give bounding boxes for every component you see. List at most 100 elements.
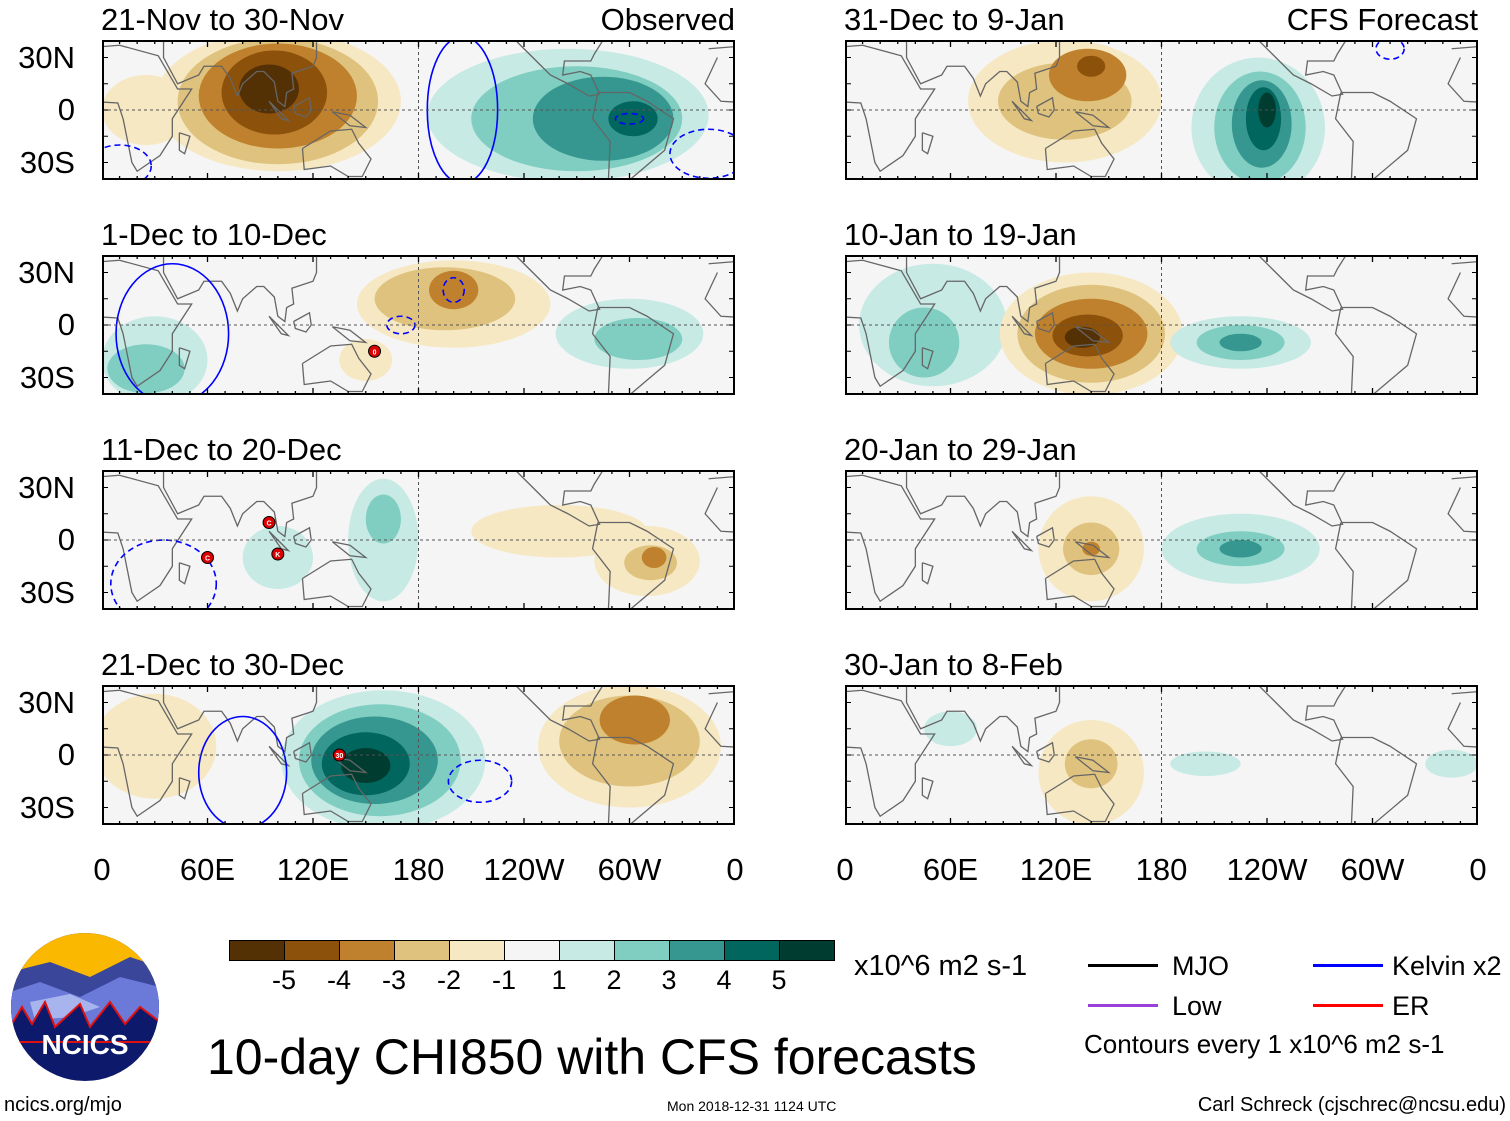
coastline <box>178 347 191 370</box>
coastline <box>1044 773 1115 823</box>
coastline <box>905 685 1061 753</box>
figure-title: 10-day CHI850 with CFS forecasts <box>207 1029 977 1085</box>
kelvin-contour <box>102 144 153 180</box>
map-panel: C K C <box>102 470 735 610</box>
lon-tick-label: 180 <box>1135 852 1188 887</box>
coastline <box>1036 311 1055 333</box>
legend-er-line <box>1313 1004 1383 1007</box>
anomaly-contour-fill <box>1170 751 1241 776</box>
lon-tick-label: 0 <box>1469 852 1487 887</box>
coastline <box>514 255 604 312</box>
coastline <box>514 685 604 742</box>
coastline <box>905 255 1061 323</box>
legend-mjo-line <box>1088 964 1158 967</box>
map-panel <box>845 255 1478 395</box>
legend-er-label: ER <box>1392 991 1430 1021</box>
kelvin-contour <box>614 112 645 125</box>
lon-tick-label: 120W <box>1226 852 1308 887</box>
coastline <box>1334 306 1418 395</box>
colorbar-swatch <box>669 940 725 961</box>
coastline <box>704 690 735 748</box>
coastline <box>162 40 318 108</box>
footer-timestamp: Mon 2018-12-31 1124 UTC <box>667 1098 837 1114</box>
coastline <box>1074 326 1111 344</box>
coastline <box>1011 530 1034 552</box>
coastline <box>514 40 604 97</box>
colorbar-units: x10^6 m2 s-1 <box>854 950 1028 982</box>
map-svg <box>845 470 1478 610</box>
map-svg <box>845 255 1478 395</box>
map-svg <box>845 40 1478 180</box>
lon-tick-label: 60E <box>179 852 236 887</box>
coastline <box>845 474 936 603</box>
map-frame <box>102 470 735 610</box>
map-svg <box>845 685 1478 825</box>
lon-tick-label: 0 <box>726 852 744 887</box>
anomaly-contour-fill <box>341 748 391 783</box>
coastline <box>1447 260 1478 318</box>
colorbar-swatch <box>559 940 615 961</box>
coastline <box>293 526 312 548</box>
coastline <box>591 521 675 610</box>
coastline <box>293 96 312 118</box>
panel-tag: CFS Forecast <box>1286 2 1478 37</box>
coastline <box>1257 255 1347 312</box>
panel-title: 11-Dec to 20-Dec <box>101 432 342 467</box>
anomaly-contour-fill <box>924 711 977 747</box>
coastline <box>1044 128 1115 178</box>
panel-title: 20-Jan to 29-Jan <box>844 432 1077 467</box>
coastline <box>1044 558 1115 608</box>
panel-title: 21-Nov to 30-Nov <box>101 2 344 37</box>
lon-tick-label: 120W <box>483 852 565 887</box>
coastline <box>331 111 368 129</box>
coastline <box>293 311 312 333</box>
coastline <box>591 91 675 180</box>
anomaly-contour-fill <box>1064 326 1100 348</box>
anomaly-contour-fill <box>1077 55 1106 77</box>
anomaly-contour-fill <box>599 695 670 745</box>
coastline <box>1011 315 1034 337</box>
coastline <box>102 259 193 388</box>
lon-tick-label: 0 <box>836 852 854 887</box>
panel-title: 1-Dec to 10-Dec <box>101 217 327 252</box>
coastline <box>162 470 318 538</box>
map-panel <box>102 40 735 180</box>
colorbar-swatch <box>394 940 450 961</box>
colorbar-label: -4 <box>326 965 352 995</box>
lat-tick-label: 30N <box>18 254 75 290</box>
coastline <box>1334 91 1418 180</box>
coastline <box>293 741 312 763</box>
panel-tag: Observed <box>600 2 735 37</box>
legend-low-label: Low <box>1172 991 1222 1021</box>
lat-tick-label: 0 <box>57 522 75 557</box>
footer-author: Carl Schreck (cjschrec@ncsu.edu) <box>1197 1094 1506 1116</box>
coastline <box>921 347 934 370</box>
coastline <box>102 44 193 173</box>
lat-tick-label: 30N <box>18 39 75 75</box>
svg-text:30: 30 <box>335 753 343 760</box>
colorbar-swatch <box>724 940 780 961</box>
map-frame <box>102 255 735 395</box>
kelvin-contour <box>115 262 230 395</box>
lat-tick-label: 30S <box>19 359 75 395</box>
coastline <box>162 685 318 753</box>
map-panel <box>845 40 1478 180</box>
panel-title: 30-Jan to 8-Feb <box>844 647 1063 682</box>
storm-marker-icon: C <box>201 551 214 564</box>
map-svg: 0 <box>102 255 735 395</box>
lon-tick-label: 60E <box>922 852 979 887</box>
kelvin-contour <box>197 715 288 825</box>
anomaly-contour-fill <box>641 547 667 568</box>
coastline <box>178 132 191 155</box>
coastline <box>268 100 291 122</box>
coastline <box>162 255 318 323</box>
map-panel: 0 <box>102 255 735 395</box>
coastline <box>1036 96 1055 118</box>
map-panel <box>845 685 1478 825</box>
coastline <box>331 541 368 559</box>
legend-kelvin-label: Kelvin x2 <box>1392 951 1502 981</box>
colorbar-label: 4 <box>716 965 732 995</box>
map-frame <box>102 685 735 825</box>
coastline <box>845 44 936 173</box>
